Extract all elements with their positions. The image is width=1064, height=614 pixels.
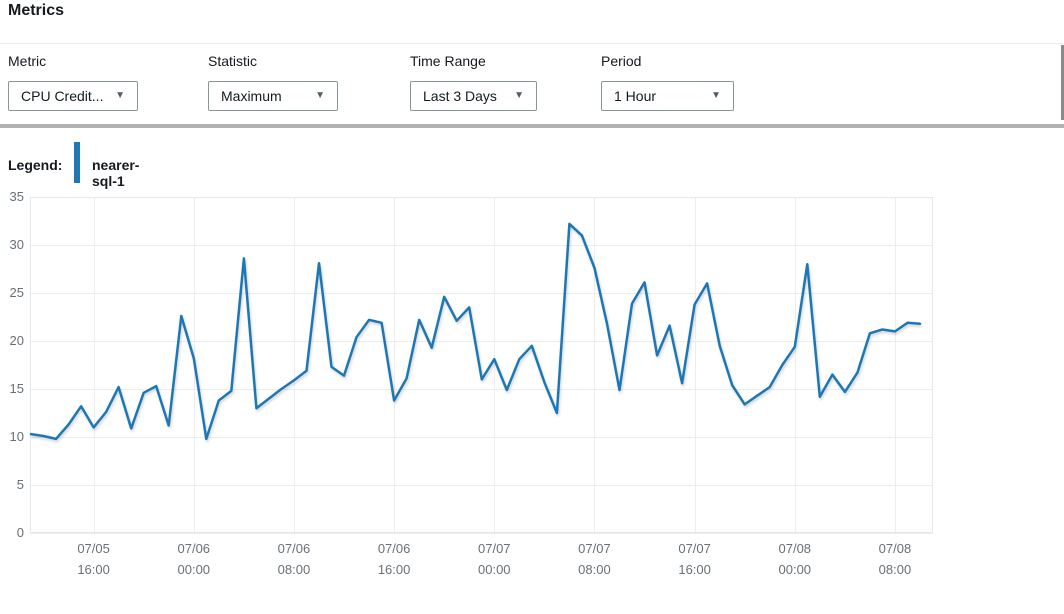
time-range-label: Time Range bbox=[410, 53, 486, 69]
series-line-nearer-sql-1 bbox=[29, 222, 922, 441]
x-tick-date: 07/06 bbox=[278, 541, 311, 556]
plot-frame bbox=[30, 197, 933, 533]
x-tick-date: 07/07 bbox=[478, 541, 511, 556]
filter-group-statistic: Statistic Maximum ▼ bbox=[208, 52, 338, 111]
statistic-dropdown[interactable]: Maximum ▼ bbox=[208, 81, 338, 111]
statistic-label: Statistic bbox=[208, 53, 258, 69]
caret-down-icon: ▼ bbox=[115, 90, 125, 101]
chart-plot-area[interactable] bbox=[30, 197, 933, 533]
x-tick-date: 07/05 bbox=[77, 541, 110, 556]
x-tick-time: 00:00 bbox=[779, 562, 812, 577]
caret-down-icon: ▼ bbox=[711, 90, 721, 101]
metric-label: Metric bbox=[8, 53, 47, 69]
filter-group-time-range: Time Range Last 3 Days ▼ bbox=[410, 52, 537, 111]
y-tick-label: 15 bbox=[10, 381, 24, 396]
y-tick-label: 35 bbox=[10, 189, 24, 204]
page-title: Metrics bbox=[8, 2, 65, 19]
statistic-dropdown-value: Maximum bbox=[221, 88, 282, 104]
metric-dropdown[interactable]: CPU Credit... ▼ bbox=[8, 81, 138, 111]
period-dropdown-value: 1 Hour bbox=[614, 88, 657, 104]
x-tick-time: 00:00 bbox=[478, 562, 511, 577]
y-tick-label: 10 bbox=[10, 429, 24, 444]
metric-dropdown-value: CPU Credit... bbox=[21, 88, 104, 104]
horizontal-scrollbar[interactable] bbox=[0, 124, 1064, 128]
filters-row: Metric CPU Credit... ▼ Statistic Maximum… bbox=[0, 52, 1064, 114]
y-tick-label: 20 bbox=[10, 333, 24, 348]
x-tick-date: 07/06 bbox=[178, 541, 211, 556]
x-tick-time: 08:00 bbox=[578, 562, 611, 577]
x-tick-date: 07/08 bbox=[779, 541, 812, 556]
caret-down-icon: ▼ bbox=[315, 90, 325, 101]
x-tick-time: 00:00 bbox=[178, 562, 211, 577]
header-divider bbox=[0, 43, 1064, 44]
period-dropdown[interactable]: 1 Hour ▼ bbox=[601, 81, 734, 111]
x-tick-date: 07/06 bbox=[378, 541, 411, 556]
time-range-dropdown-value: Last 3 Days bbox=[423, 88, 497, 104]
y-tick-label: 25 bbox=[10, 285, 24, 300]
x-axis-labels: 07/05 16:00 07/06 00:00 07/06 08:00 07/06 16:00… bbox=[77, 541, 911, 577]
caret-down-icon: ▼ bbox=[514, 90, 524, 101]
x-tick-date: 07/08 bbox=[879, 541, 912, 556]
period-label: Period bbox=[601, 53, 642, 69]
x-tick-time: 16:00 bbox=[678, 562, 711, 577]
filter-group-metric: Metric CPU Credit... ▼ bbox=[8, 52, 138, 111]
y-tick-label: 30 bbox=[10, 237, 24, 252]
y-tick-label: 5 bbox=[17, 477, 24, 492]
filter-group-period: Period 1 Hour ▼ bbox=[601, 52, 734, 111]
time-range-dropdown[interactable]: Last 3 Days ▼ bbox=[410, 81, 537, 111]
x-tick-time: 08:00 bbox=[278, 562, 311, 577]
vertical-scrollbar-thumb[interactable] bbox=[1061, 45, 1064, 120]
legend-label: Legend: bbox=[8, 157, 63, 173]
x-tick-time: 16:00 bbox=[77, 562, 110, 577]
x-tick-date: 07/07 bbox=[678, 541, 711, 556]
legend-color-bar bbox=[74, 142, 80, 183]
x-tick-time: 16:00 bbox=[378, 562, 411, 577]
legend-series-name: nearer-sql-1 bbox=[92, 157, 140, 189]
x-tick-date: 07/07 bbox=[578, 541, 611, 556]
y-tick-label: 0 bbox=[17, 525, 24, 540]
x-tick-time: 08:00 bbox=[879, 562, 912, 577]
y-axis-labels: 0 5 10 15 20 25 30 35 bbox=[10, 189, 24, 540]
